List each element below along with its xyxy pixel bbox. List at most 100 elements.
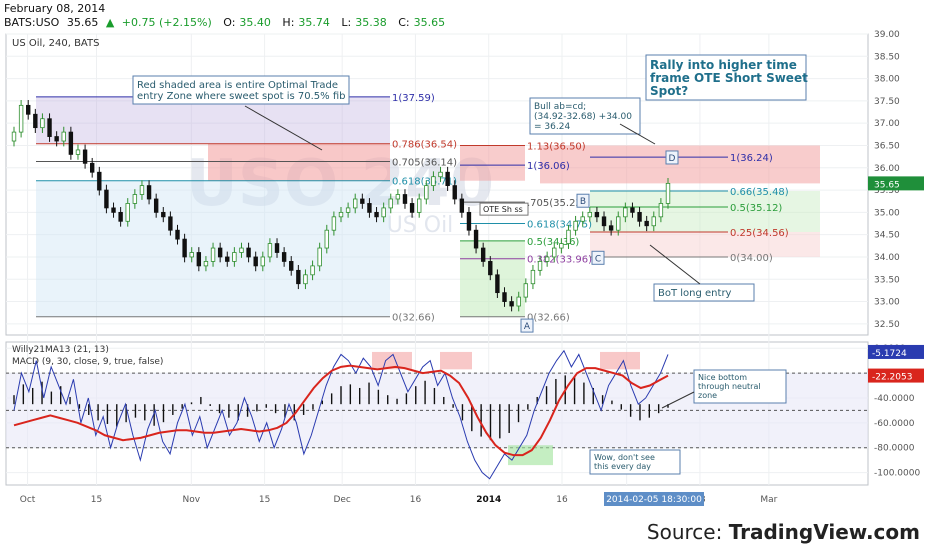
candle-body — [146, 185, 152, 200]
highlight-box — [440, 351, 472, 370]
candle-body — [75, 149, 81, 155]
fib-zone-green — [460, 240, 525, 317]
candle-body — [153, 198, 159, 213]
candle-body — [466, 211, 472, 231]
last-price-tag — [868, 176, 924, 191]
note-abcd-line: (34.92-32.68) +34.00 — [534, 112, 632, 122]
candle-body — [637, 211, 642, 222]
willy-last-label: -5.1724 — [872, 349, 907, 359]
y-tick-label: -60.0000 — [874, 419, 915, 429]
candle-body — [118, 211, 123, 222]
note-ote-box — [132, 75, 350, 105]
y-tick-label: 39.00 — [874, 30, 900, 40]
candle-body — [409, 203, 415, 213]
candle-body — [445, 171, 450, 187]
candle-body — [61, 131, 66, 142]
fib-label: .705(35.23) — [527, 198, 586, 209]
note-rally-line: Rally into higher time — [650, 58, 797, 72]
candle-body — [132, 194, 138, 204]
x-tick-label: 15 — [91, 495, 102, 505]
note-wow-line: Wow, don't see — [594, 453, 655, 462]
note-bottom-line: zone — [698, 391, 717, 400]
y-tick-label: -100.0000 — [874, 469, 920, 479]
candle-body — [502, 292, 507, 302]
open-value: 35.40 — [239, 16, 271, 29]
ote-zone-red — [208, 143, 390, 181]
candle-body — [523, 283, 529, 298]
candle-body — [665, 182, 671, 204]
chart-area[interactable]: Oct15Nov15Dec16201416Feb18Mar39.0038.503… — [0, 30, 932, 520]
candle-body — [630, 207, 635, 213]
candle-body — [623, 207, 628, 218]
candle-body — [310, 265, 315, 276]
y-tick-label: 35.50 — [874, 186, 900, 196]
x-tick-label: Nov — [183, 495, 201, 505]
x-tick-label: 2014 — [476, 495, 501, 505]
note-arrow — [649, 244, 701, 285]
source-brand: TradingView.com — [728, 520, 920, 544]
candle-body — [139, 185, 145, 195]
candle-body — [566, 229, 571, 244]
note-abcd-line: = 36.24 — [534, 122, 570, 132]
candle-body — [395, 194, 401, 200]
fib-label: 0(32.66) — [392, 313, 435, 324]
point-marker — [520, 318, 534, 333]
candle-body — [459, 198, 465, 213]
candle-body — [530, 269, 536, 285]
y-tick-label: 37.00 — [874, 119, 900, 129]
candle-body — [608, 225, 614, 231]
y-tick-label: -40.0000 — [874, 394, 915, 404]
candle-body — [488, 261, 493, 276]
chart-date: February 08, 2014 — [4, 2, 106, 15]
candle-body — [402, 194, 408, 204]
candle-body — [18, 104, 24, 133]
y-tick-label: 36.50 — [874, 141, 900, 151]
candle-body — [338, 211, 344, 218]
candle-body — [260, 256, 266, 267]
main-pane-title: US Oil, 240, BATS — [12, 38, 99, 49]
fib-zone-purple — [36, 96, 390, 144]
open-label: O: — [223, 16, 236, 29]
candle-body — [587, 211, 593, 218]
note-wow-line: this every day — [594, 462, 651, 471]
note-arrow — [619, 123, 656, 145]
ote-zone-red-right — [540, 145, 820, 184]
fib-label: 0.786(36.54) — [392, 140, 457, 151]
candle-body — [552, 247, 557, 258]
candle-body — [203, 261, 209, 267]
fib-zone-pink-right — [590, 231, 820, 257]
candle-body — [616, 216, 621, 231]
highlight-box-green — [508, 445, 553, 466]
note-wow-box — [589, 449, 681, 475]
fib-label: 0.25(34.56) — [730, 228, 789, 239]
point-marker — [576, 193, 590, 208]
y-tick-label: 34.50 — [874, 231, 900, 241]
point-label: A — [524, 322, 531, 332]
quote-bar: BATS:USO 35.65 ▲ +0.75 (+2.15%) O: 35.40 … — [4, 16, 453, 29]
candle-body — [480, 247, 486, 262]
fib-label: 0.705(36.14) — [392, 158, 457, 169]
candle-body — [175, 229, 180, 240]
candle-body — [473, 229, 479, 249]
symbol[interactable]: BATS:USO — [4, 16, 60, 29]
point-label: B — [580, 197, 586, 207]
note-rally-line: Spot? — [650, 84, 688, 98]
candle-body — [296, 269, 301, 285]
x-tick-label: Mar — [760, 495, 777, 505]
candle-body — [274, 243, 280, 253]
candle-body — [303, 274, 308, 285]
note-bottom-box — [693, 369, 787, 404]
fib-label: 0(34.00) — [730, 253, 773, 264]
candle-body — [353, 198, 358, 209]
candle-body — [246, 247, 251, 258]
candle-body — [210, 247, 216, 262]
y-tick-label: 37.50 — [874, 97, 900, 107]
candle-body — [54, 136, 59, 142]
candle-body — [125, 203, 130, 222]
candle-body — [424, 185, 429, 200]
y-tick-label: 33.00 — [874, 298, 900, 308]
y-tick-label: 36.00 — [874, 164, 900, 174]
x-tick-label: Oct — [20, 495, 36, 505]
indicator-title-1: Willy21MA13 (21, 13) — [12, 345, 109, 355]
candle-body — [537, 261, 543, 271]
